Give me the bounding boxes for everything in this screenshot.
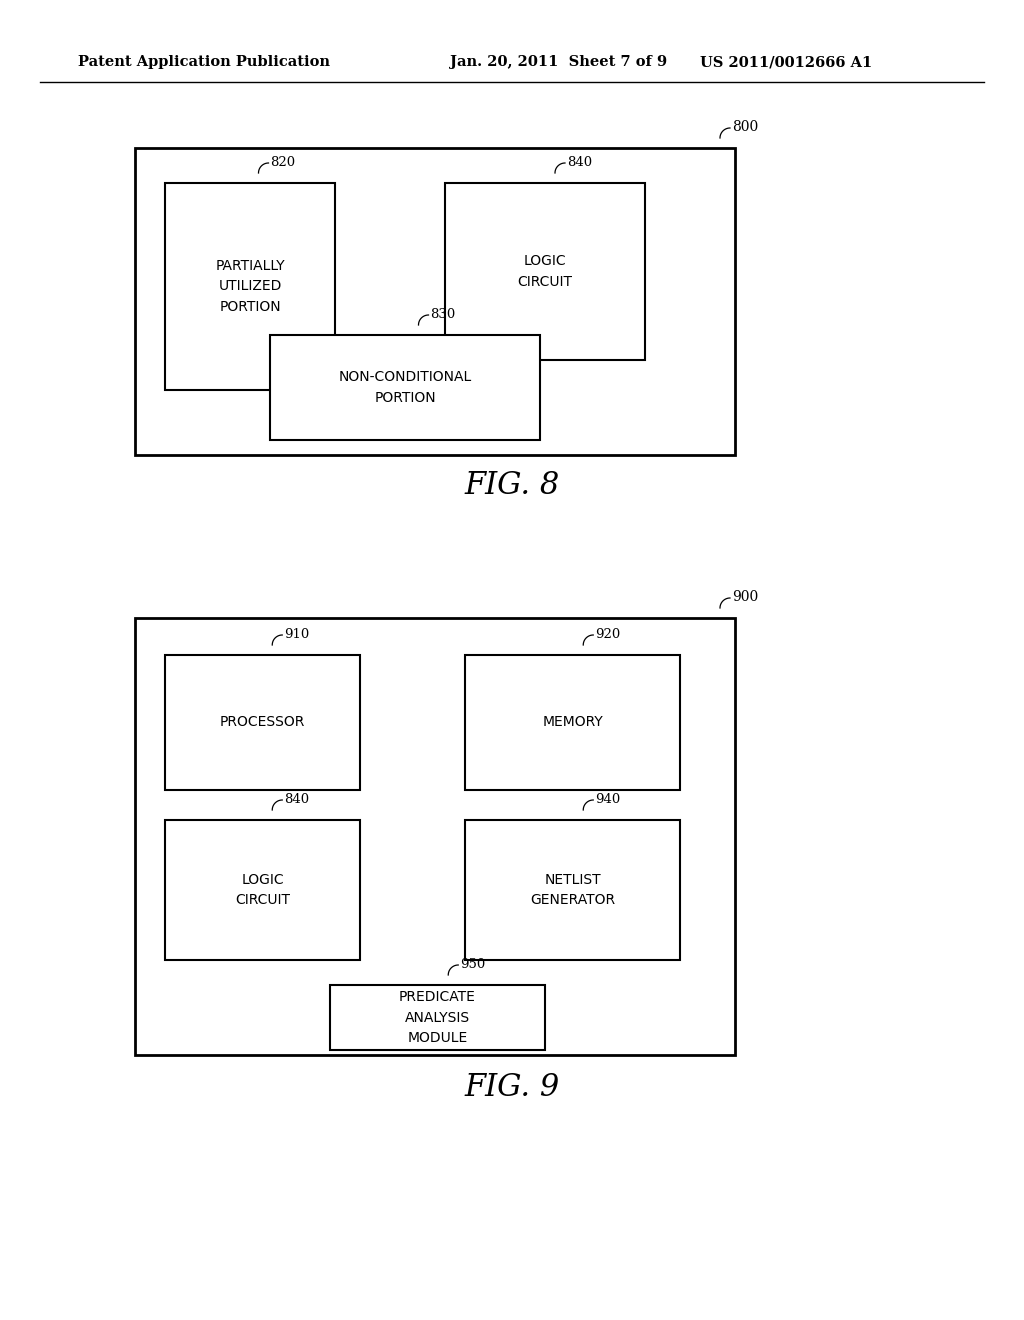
Text: 800: 800 xyxy=(732,120,758,135)
Text: PROCESSOR: PROCESSOR xyxy=(220,715,305,730)
Text: LOGIC
CIRCUIT: LOGIC CIRCUIT xyxy=(517,255,572,289)
Text: 840: 840 xyxy=(567,156,592,169)
Bar xyxy=(165,820,360,960)
Text: Jan. 20, 2011  Sheet 7 of 9: Jan. 20, 2011 Sheet 7 of 9 xyxy=(450,55,667,69)
Bar xyxy=(330,985,545,1049)
Bar xyxy=(465,655,680,789)
Text: LOGIC
CIRCUIT: LOGIC CIRCUIT xyxy=(234,873,290,907)
Text: NETLIST
GENERATOR: NETLIST GENERATOR xyxy=(530,873,615,907)
Text: NON-CONDITIONAL
PORTION: NON-CONDITIONAL PORTION xyxy=(338,370,472,405)
Text: 820: 820 xyxy=(270,156,296,169)
Text: FIG. 8: FIG. 8 xyxy=(464,470,560,500)
Text: Patent Application Publication: Patent Application Publication xyxy=(78,55,330,69)
Bar xyxy=(165,183,335,389)
Bar xyxy=(465,820,680,960)
Text: 920: 920 xyxy=(595,628,621,642)
Bar xyxy=(445,183,645,360)
Text: FIG. 9: FIG. 9 xyxy=(464,1072,560,1104)
Text: 940: 940 xyxy=(595,793,621,807)
Text: 950: 950 xyxy=(460,958,485,972)
Text: 900: 900 xyxy=(732,590,758,605)
Text: 840: 840 xyxy=(285,793,309,807)
Text: 910: 910 xyxy=(285,628,309,642)
Bar xyxy=(135,618,735,1055)
Bar xyxy=(135,148,735,455)
Text: 830: 830 xyxy=(430,308,456,321)
Text: MEMORY: MEMORY xyxy=(542,715,603,730)
Text: PREDICATE
ANALYSIS
MODULE: PREDICATE ANALYSIS MODULE xyxy=(399,990,476,1045)
Bar xyxy=(270,335,540,440)
Text: US 2011/0012666 A1: US 2011/0012666 A1 xyxy=(700,55,872,69)
Text: PARTIALLY
UTILIZED
PORTION: PARTIALLY UTILIZED PORTION xyxy=(215,259,285,314)
Bar xyxy=(165,655,360,789)
